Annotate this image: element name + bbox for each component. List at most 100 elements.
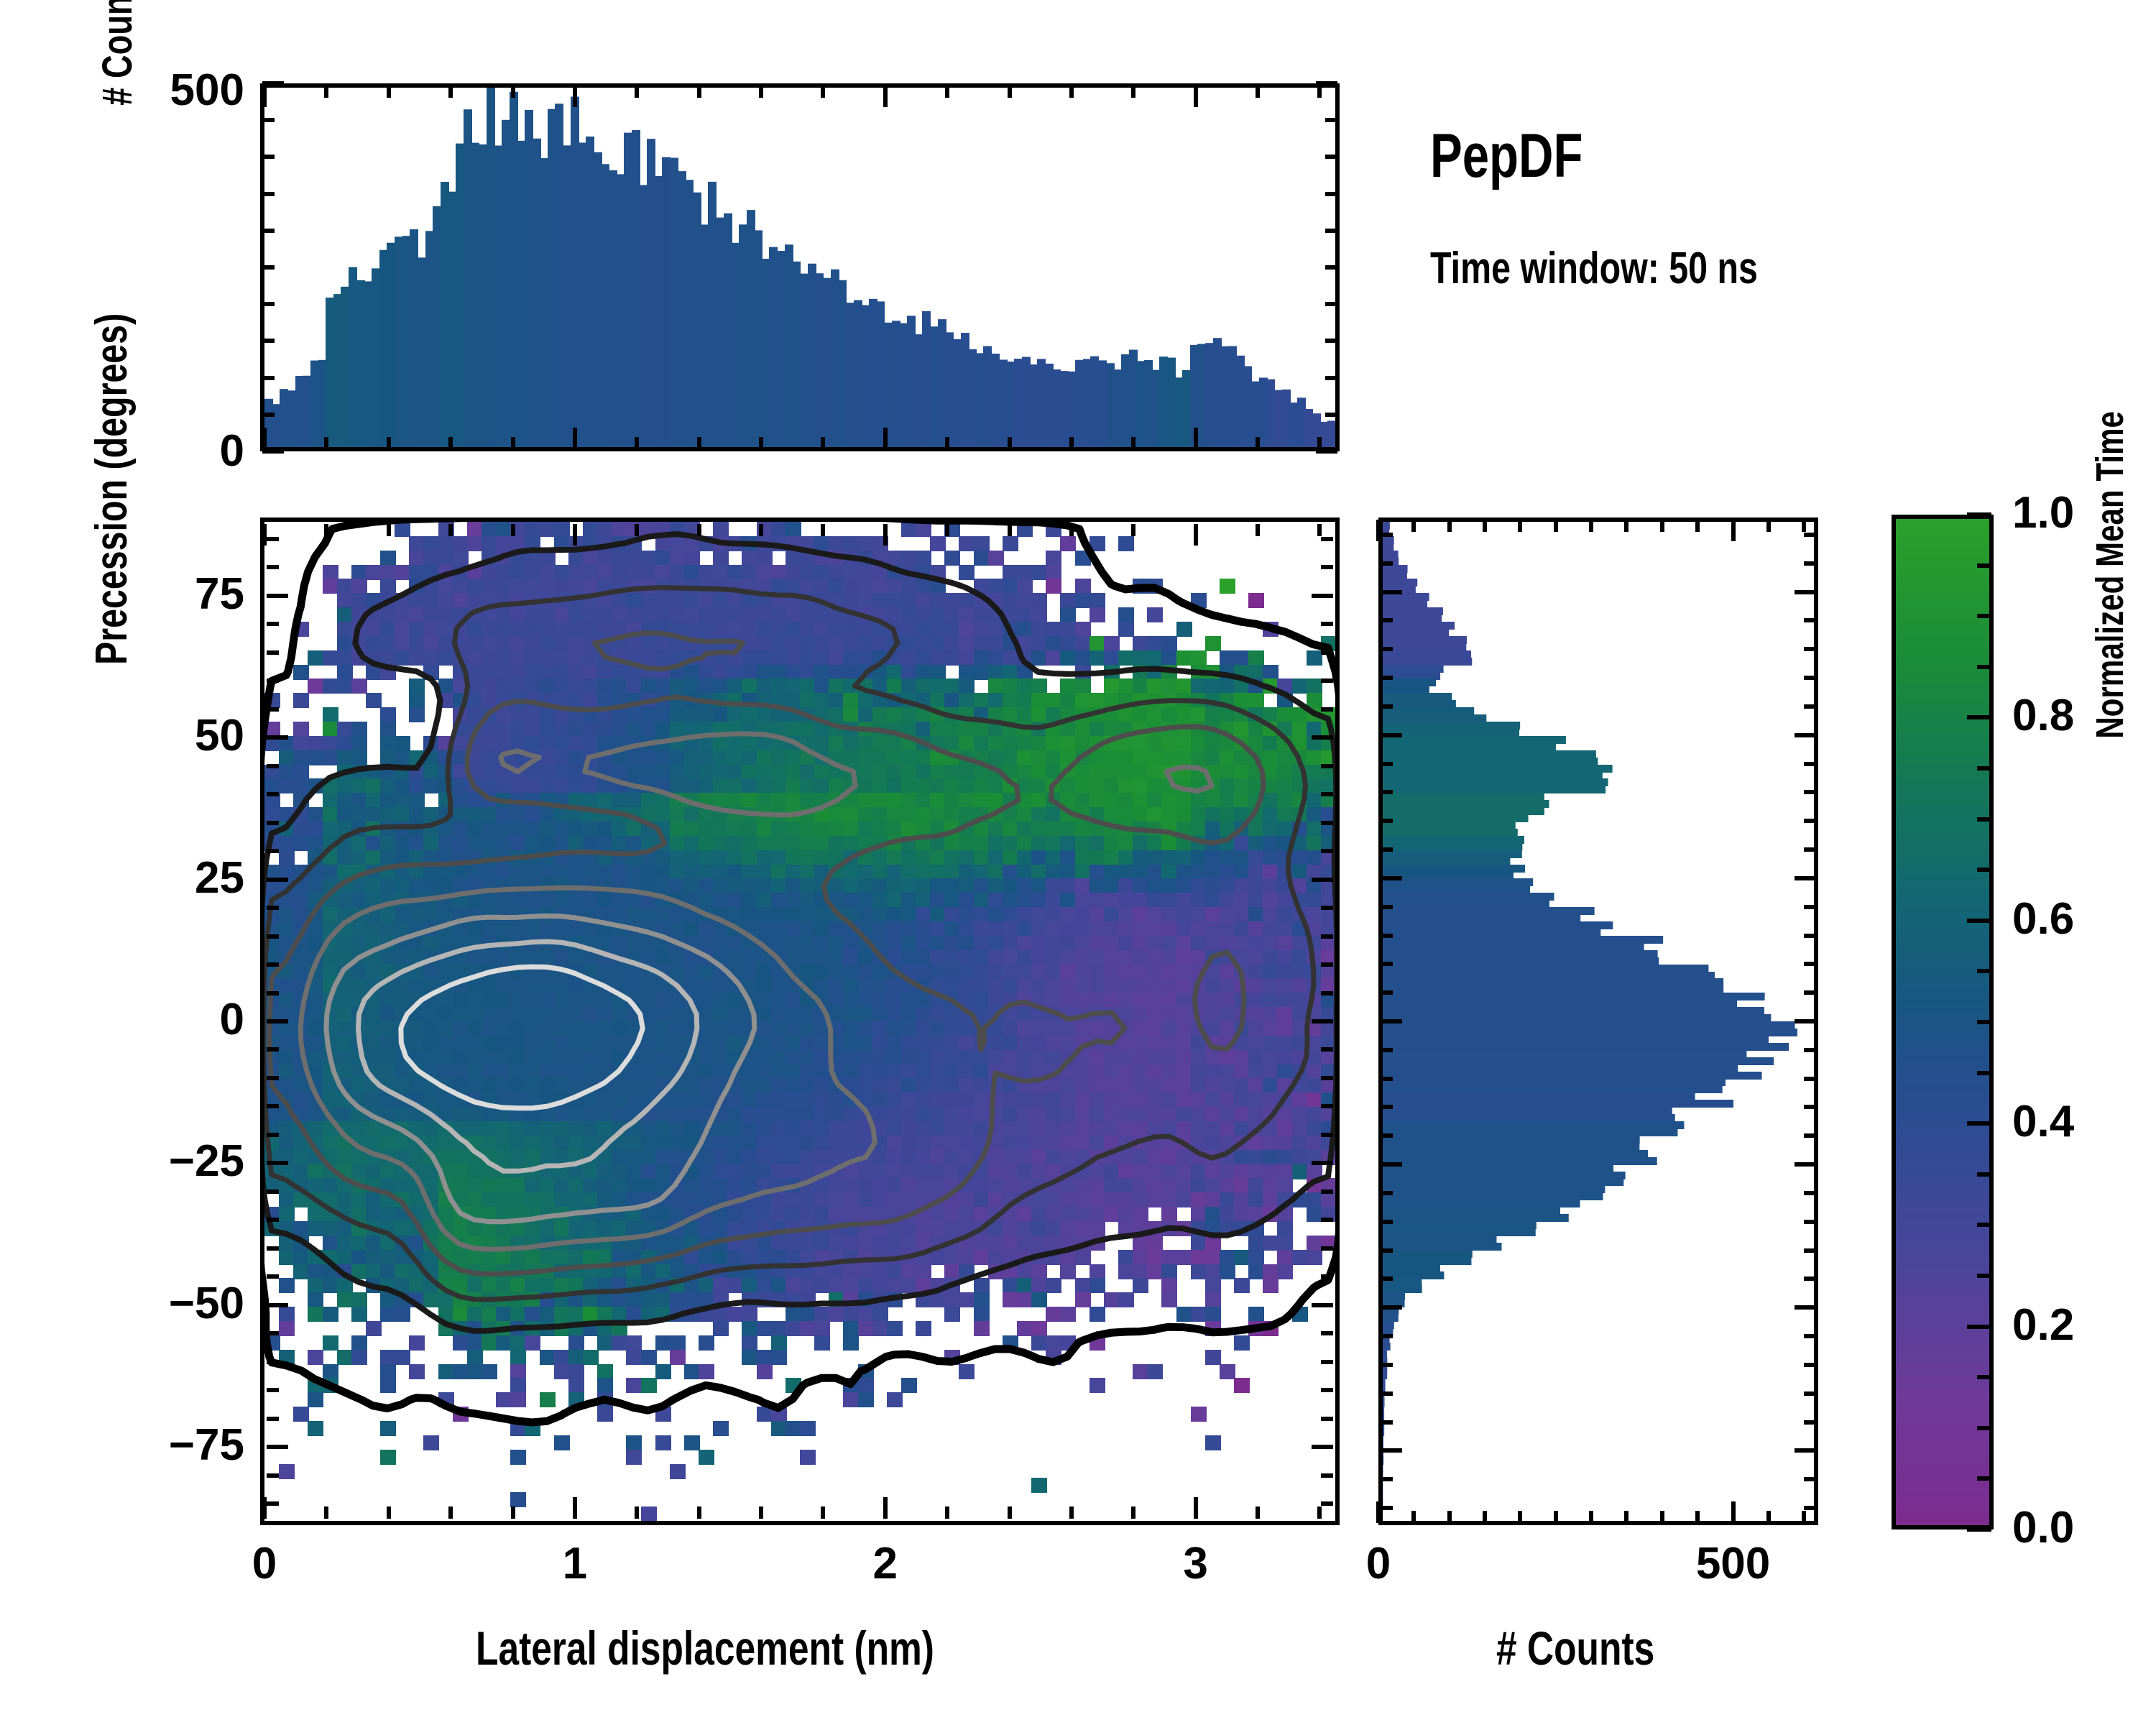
tick-mark: [267, 1075, 279, 1080]
tick-mark: [1483, 1511, 1488, 1523]
tick-mark: [635, 1506, 640, 1519]
tick-mark: [696, 1506, 701, 1519]
colorbar-tick-2: 0.4: [2012, 1097, 2075, 1147]
tick-mark: [1381, 962, 1393, 967]
tick-mark: [572, 428, 577, 449]
tick-mark: [1804, 676, 1816, 681]
top-ytick-0: 0: [219, 426, 244, 476]
tick-mark: [1312, 1302, 1333, 1307]
main-ytick-50: 50: [195, 711, 244, 761]
tick-mark: [1325, 375, 1337, 380]
tick-mark: [267, 1473, 279, 1478]
tick-mark: [945, 437, 950, 449]
tick-mark: [1325, 412, 1337, 417]
tick-mark: [1589, 520, 1594, 532]
tick-mark: [1381, 732, 1402, 737]
tick-mark: [1325, 155, 1337, 160]
tick-mark: [1312, 1161, 1333, 1166]
right-xtick-0: 0: [1365, 1539, 1391, 1588]
main-xtick-3: 3: [1183, 1539, 1208, 1588]
tick-mark: [262, 118, 275, 123]
tick-mark: [1256, 1506, 1261, 1519]
tick-mark: [1131, 86, 1136, 98]
tick-mark: [1804, 1219, 1816, 1224]
tick-mark: [1731, 1501, 1736, 1523]
tick-mark: [1795, 732, 1816, 737]
tick-mark: [1804, 1506, 1816, 1511]
tick-mark: [1553, 520, 1558, 532]
tick-mark: [262, 228, 275, 233]
tick-mark: [324, 524, 329, 536]
tick-mark: [1381, 676, 1393, 681]
tick-mark: [1381, 1334, 1393, 1339]
main-ytick-25: 25: [195, 852, 244, 903]
tick-mark: [1317, 86, 1322, 98]
tick-mark: [267, 1445, 288, 1450]
tick-mark: [1381, 1219, 1393, 1224]
tick-mark: [1381, 904, 1393, 909]
tick-mark: [1804, 1276, 1816, 1282]
tick-mark: [1321, 990, 1333, 995]
tick-mark: [1381, 1391, 1393, 1396]
tick-mark: [1381, 1477, 1393, 1482]
tick-mark: [1447, 520, 1452, 532]
colorbar-tick-5: 1.0: [2012, 488, 2075, 538]
colorbar-tick-4: 0.8: [2012, 691, 2075, 741]
tick-mark: [1695, 520, 1700, 532]
tick-mark: [1007, 437, 1012, 449]
tick-mark: [1977, 1375, 1991, 1380]
tick-mark: [1321, 1246, 1333, 1251]
main-ytick-m25: −25: [168, 1136, 244, 1187]
tick-mark: [572, 1497, 577, 1519]
tick-mark: [1381, 790, 1393, 795]
tick-mark: [1321, 1331, 1333, 1336]
tick-mark: [759, 1506, 763, 1519]
tick-mark: [510, 437, 515, 449]
tick-mark: [1317, 524, 1322, 536]
tick-mark: [1804, 1391, 1816, 1396]
tick-mark: [1766, 520, 1771, 532]
tick-mark: [635, 437, 640, 449]
tick-mark: [267, 990, 279, 995]
tick-mark: [262, 302, 275, 307]
tick-mark: [267, 1218, 279, 1223]
tick-mark: [1325, 228, 1337, 233]
tick-mark: [1766, 1511, 1771, 1523]
tick-mark: [1804, 790, 1816, 795]
tick-mark: [267, 763, 279, 768]
tick-mark: [267, 849, 279, 854]
tick-mark: [945, 1506, 950, 1519]
tick-mark: [1193, 1497, 1198, 1519]
tick-mark: [267, 735, 288, 740]
tick-mark: [262, 1497, 267, 1519]
tick-mark: [883, 86, 888, 107]
tick-mark: [1321, 934, 1333, 939]
tick-mark: [1381, 875, 1402, 880]
tick-mark: [1804, 1362, 1816, 1367]
tick-mark: [1381, 990, 1393, 995]
tick-mark: [1381, 704, 1393, 709]
tick-mark: [1795, 589, 1816, 594]
tick-mark: [696, 524, 701, 536]
tick-mark: [1321, 820, 1333, 825]
tick-mark: [1804, 933, 1816, 938]
tick-mark: [1381, 647, 1393, 652]
tick-mark: [1007, 1506, 1012, 1519]
tick-mark: [1967, 1324, 1991, 1329]
tick-mark: [1381, 847, 1393, 852]
tick-mark: [267, 1161, 288, 1166]
colorbar-tick-3: 0.6: [2012, 893, 2075, 944]
main-xtick-1: 1: [562, 1539, 588, 1588]
top-marginal-histogram: [264, 88, 1335, 447]
tick-mark: [262, 191, 275, 196]
tick-mark: [1321, 1132, 1333, 1137]
tick-mark: [262, 375, 275, 380]
top-ytick-500: 500: [170, 65, 244, 115]
tick-mark: [1659, 1511, 1664, 1523]
tick-mark: [1321, 849, 1333, 854]
tick-mark: [1312, 1019, 1333, 1024]
tick-mark: [1321, 1473, 1333, 1478]
tick-mark: [1312, 877, 1333, 882]
tick-mark: [1325, 118, 1337, 123]
subtitle: Time window: 50 ns: [1430, 243, 1851, 294]
